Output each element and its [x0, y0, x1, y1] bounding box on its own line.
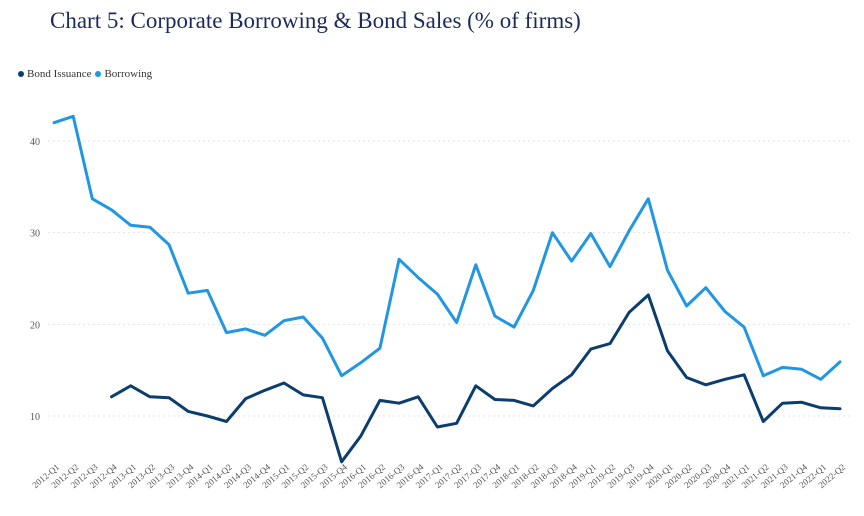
gridlines: [48, 140, 852, 417]
legend-item-bond-issuance[interactable]: Bond Issuance: [18, 68, 91, 80]
legend-label-bond-issuance: Bond Issuance: [27, 68, 92, 80]
legend-marker-borrowing: [95, 71, 102, 77]
y-tick-label: 20: [30, 320, 40, 331]
legend-label-borrowing: Borrowing: [104, 68, 153, 80]
y-tick-label: 40: [30, 137, 40, 148]
series-line-borrowing[interactable]: [52, 114, 842, 381]
legend-marker-bond-issuance: [18, 71, 24, 77]
chart-title: Chart 5: Corporate Borrowing & Bond Sale…: [50, 8, 581, 33]
legend-item-borrowing[interactable]: Borrowing: [95, 68, 152, 80]
y-tick-label: 30: [30, 229, 40, 240]
legend: Bond Issuance Borrowing: [18, 68, 152, 80]
series-lines: [52, 114, 842, 464]
y-tick-label: 10: [30, 412, 40, 423]
x-axis-ticks: 2012-Q12012-Q22012-Q32012-Q42013-Q12013-…: [30, 462, 847, 491]
series-line-bond-issuance[interactable]: [110, 293, 842, 464]
y-axis-ticks: 10 20 30 40: [30, 137, 40, 423]
